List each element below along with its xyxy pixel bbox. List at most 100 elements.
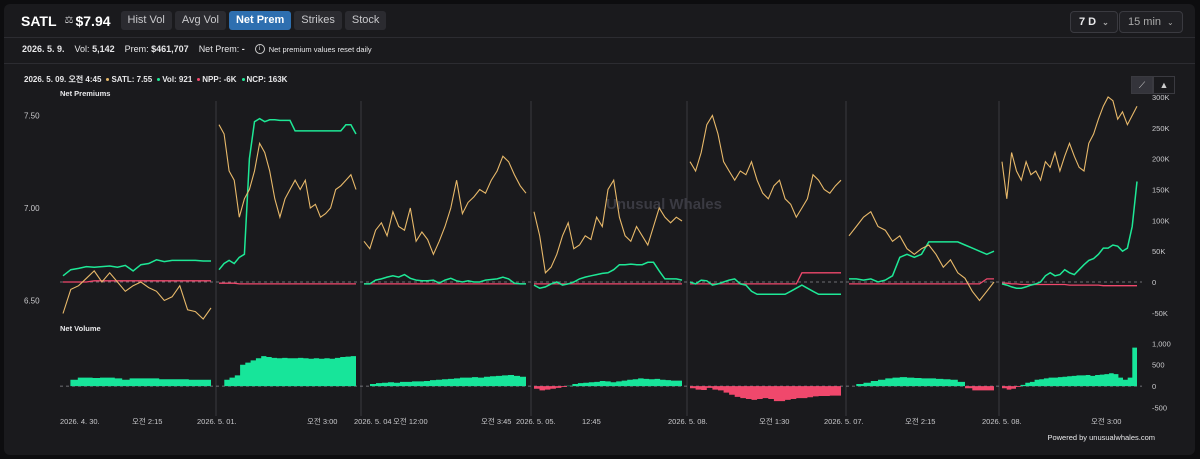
legend-datetime: 2026. 5. 09. 오전 4:45	[24, 75, 102, 84]
reset-note-text: Net premium values reset daily	[268, 44, 372, 54]
price-line	[848, 210, 995, 302]
legend-volume-value: Vol: 921	[162, 75, 193, 84]
price-line	[218, 124, 357, 220]
interval-select[interactable]: 15 min ⌄	[1119, 11, 1183, 33]
price-change-icon: ⚖	[64, 15, 74, 26]
x-axis-tick: 2026. 5. 04	[354, 417, 392, 426]
range-select[interactable]: 7 D ⌄	[1070, 11, 1118, 33]
chart-type-toggle: ⟋ ▲	[1131, 76, 1175, 94]
summary-volume-label: Vol:	[74, 44, 90, 54]
legend-npp-value: NPP: -6K	[202, 75, 237, 84]
x-axis-tick: 오전 2:15	[132, 416, 162, 426]
dot-icon	[241, 78, 245, 82]
x-axis-tick: 2026. 5. 07.	[824, 417, 864, 426]
x-axis-tick: 오전 3:00	[1091, 416, 1121, 426]
chart-card: SATL ⚖ $7.94 Hist Vol Avg Vol Net Prem S…	[4, 4, 1195, 455]
summary-date: 2026. 5. 9.	[22, 44, 65, 54]
x-axis-tick: 2026. 5. 05.	[516, 417, 556, 426]
summary-premium: Prem: $461,707	[125, 44, 189, 54]
right-axis-tick: 300K	[1152, 93, 1170, 102]
legend-volume: Vol: 921	[157, 75, 192, 84]
dot-icon	[157, 78, 161, 82]
legend-ncp: NCP: 163K	[241, 75, 288, 84]
ncp-line	[533, 261, 683, 289]
price-line	[62, 270, 212, 320]
reset-note: i Net premium values reset daily	[254, 44, 372, 54]
x-axis-tick: 2026. 5. 01.	[197, 417, 237, 426]
tab-stock[interactable]: Stock	[344, 11, 387, 30]
tab-net-prem[interactable]: Net Prem	[228, 11, 292, 30]
summary-premium-value: $461,707	[151, 44, 189, 54]
npp-line	[849, 278, 994, 285]
summary-net-premium-label: Net Prem:	[198, 44, 240, 54]
summary-net-premium-value: -	[241, 44, 245, 54]
volume-negative-area	[1002, 386, 1137, 390]
net-volume-title: Net Volume	[60, 324, 101, 333]
ncp-line	[1001, 181, 1138, 289]
volume-negative-area	[849, 386, 994, 391]
volume-positive-area	[849, 377, 994, 387]
left-axis-tick: 7.00	[24, 204, 40, 213]
volume-negative-area	[690, 386, 841, 402]
volume-positive-area	[63, 377, 211, 387]
ncp-line	[62, 259, 211, 277]
header-bar: SATL ⚖ $7.94 Hist Vol Avg Vol Net Prem S…	[4, 4, 1195, 37]
right-axis-tick: 150K	[1152, 186, 1170, 195]
tab-strikes[interactable]: Strikes	[294, 11, 342, 30]
price-line	[363, 155, 527, 256]
volume-axis-tick: 500	[1152, 361, 1165, 370]
summary-premium-label: Prem:	[124, 44, 149, 54]
x-axis-tick: 2026. 5. 08.	[668, 417, 708, 426]
chevron-down-icon: ⌄	[1102, 18, 1109, 27]
x-axis-tick: 2026. 5. 08.	[982, 417, 1022, 426]
range-select-value: 7 D	[1079, 16, 1097, 28]
npp-line	[219, 282, 356, 285]
x-axis-tick: 2026. 4. 30.	[60, 417, 100, 426]
ncp-line	[849, 241, 995, 283]
ncp-line	[218, 117, 357, 271]
volume-positive-area	[364, 375, 526, 387]
volume-positive-area	[219, 356, 356, 387]
summary-bar: 2026. 5. 9. Vol: 5,142 Prem: $461,707 Ne…	[22, 44, 372, 54]
crosshair-legend: 2026. 5. 09. 오전 4:45 SATL: 7.55 Vol: 921…	[24, 74, 287, 85]
summary-volume: Vol: 5,142	[75, 44, 115, 54]
view-tabs: Hist Vol Avg Vol Net Prem Strikes Stock	[120, 11, 387, 30]
left-axis-tick: 6.50	[24, 297, 40, 306]
line-chart-icon[interactable]: ⟋	[1131, 76, 1153, 94]
x-axis-tick: 12:45	[582, 417, 601, 426]
area-chart-icon[interactable]: ▲	[1153, 76, 1175, 94]
legend-price: SATL: 7.55	[106, 75, 152, 84]
dot-icon	[197, 78, 201, 82]
right-axis-tick: 50K	[1152, 247, 1165, 256]
legend-ncp-value: NCP: 163K	[246, 75, 288, 84]
summary-volume-value: 5,142	[92, 44, 115, 54]
right-axis-tick: 250K	[1152, 124, 1170, 133]
npp-line	[63, 280, 211, 283]
right-axis-tick: 100K	[1152, 216, 1170, 225]
legend-price-value: SATL: 7.55	[111, 75, 153, 84]
right-axis-tick: -50K	[1152, 309, 1168, 318]
volume-positive-area	[1002, 347, 1137, 387]
volume-axis-tick: 0	[1152, 382, 1156, 391]
legend-npp: NPP: -6K	[197, 75, 237, 84]
interval-select-value: 15 min	[1128, 16, 1162, 28]
ncp-line	[689, 278, 841, 296]
current-price: $7.94	[75, 12, 111, 29]
x-axis-tick: 오전 1:30	[759, 416, 789, 426]
price-line	[533, 178, 683, 274]
volume-positive-area	[534, 378, 682, 387]
right-axis-tick: 200K	[1152, 155, 1170, 164]
tab-avg-vol[interactable]: Avg Vol	[174, 11, 226, 30]
divider	[4, 37, 1195, 38]
info-icon: i	[254, 44, 265, 54]
summary-net-premium: Net Prem: -	[199, 44, 245, 54]
dot-icon	[106, 78, 110, 82]
footer-credit: Powered by unusualwhales.com	[1047, 433, 1155, 442]
left-axis-tick: 7.50	[24, 112, 40, 121]
volume-axis-tick: -500	[1152, 404, 1167, 413]
ticker-symbol: SATL	[21, 12, 57, 29]
tab-hist-vol[interactable]: Hist Vol	[120, 11, 172, 30]
chart-svg: Unusual Whales 7.50 7.00 6.50 300K 250K 200K 1…	[24, 93, 1171, 426]
right-axis-tick: 0	[1152, 278, 1156, 287]
npp-line	[1002, 282, 1137, 287]
